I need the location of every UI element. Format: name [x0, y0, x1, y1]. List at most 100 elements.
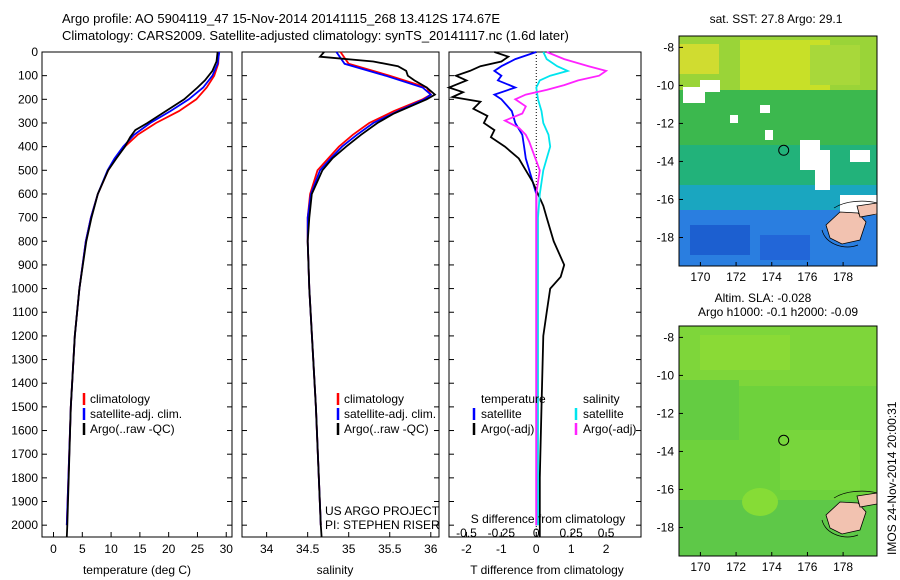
legend-item-sal-argo: Argo(-adj) — [583, 422, 636, 436]
x-tick-label: 0 — [533, 542, 540, 556]
map-x-tick-label: 172 — [726, 560, 746, 574]
salinity-frame — [241, 51, 440, 538]
top-tick-label: 0.25 — [560, 526, 584, 540]
legend-item-satellite: satellite-adj. clim. — [90, 407, 182, 421]
x-tick-label: 15 — [133, 542, 147, 556]
legend-item-sal-satellite: satellite — [583, 407, 624, 421]
y-tick-label: 100 — [18, 69, 38, 83]
difference-frame — [448, 51, 642, 538]
sla-map-title-2: Argo h1000: -0.1 h2000: -0.09 — [698, 305, 858, 319]
y-tick-label: 900 — [18, 258, 38, 272]
series-line-salinity-satellite — [535, 51, 571, 526]
map-y-tick-label: -18 — [657, 520, 675, 534]
y-tick-label: 1600 — [11, 424, 38, 438]
x-tick-label: 1 — [568, 542, 575, 556]
profile-location-marker — [778, 434, 790, 446]
x-tick-label: 25 — [191, 542, 205, 556]
legend-item-temp-argo: Argo(-adj) — [481, 422, 534, 436]
temperature-frame — [41, 51, 233, 538]
series-line-argo-raw-qc- — [65, 51, 219, 538]
difference-xlabel: T difference from climatology — [470, 563, 624, 577]
map-x-tick-label: 178 — [833, 560, 853, 574]
difference-panel: -2 -1 0 1 2 -0.5 -0.25 0 0.25 0.5 — [446, 51, 642, 556]
y-tick-label: 500 — [18, 163, 38, 177]
x-tick-label: 5 — [79, 542, 86, 556]
series-line-climatology — [306, 51, 433, 526]
y-tick-label: 1000 — [11, 282, 38, 296]
top-tick-label: 0.5 — [598, 526, 615, 540]
legend-item-argo: Argo(..raw -QC) — [344, 422, 429, 436]
x-tick-label: 34 — [260, 542, 274, 556]
x-tick-label: 36 — [424, 542, 438, 556]
legend-item-temp-satellite: satellite — [481, 407, 522, 421]
figure-title-line2: Climatology: CARS2009. Satellite-adjuste… — [62, 28, 569, 43]
x-tick-label: -1 — [496, 542, 507, 556]
legend-head-salinity: salinity — [583, 392, 620, 406]
map-y-tick-label: -18 — [657, 230, 675, 244]
map-y-tick-label: -8 — [663, 330, 674, 344]
map-y-tick-label: -16 — [657, 482, 675, 496]
salinity-panel: 34 34.5 35 35.5 36 — [241, 51, 440, 556]
series-line-temperature-satellite — [492, 51, 538, 526]
profile-location-marker — [778, 144, 790, 156]
imos-credit: IMOS 24-Nov-2014 20:00:31 — [885, 401, 899, 555]
series-line-argo-raw-qc- — [306, 51, 437, 538]
temperature-xlabel: temperature (deg C) — [83, 563, 191, 577]
sla-map-axes: 170 172 174 176 178 -8 -10 -12 -14 -16 -18 — [657, 325, 878, 574]
project-label: US ARGO PROJECT — [325, 504, 440, 518]
temperature-legend: climatology satellite-adj. clim. Argo(..… — [82, 392, 182, 436]
series-line-salinity-argo-adj- — [502, 51, 609, 526]
difference-legend: temperature salinity satellite Argo(-adj… — [472, 392, 636, 436]
map-x-tick-label: 176 — [797, 270, 817, 284]
map-x-tick-label: 174 — [762, 560, 782, 574]
sla-map-title-1: Altim. SLA: -0.028 — [715, 291, 812, 305]
map-y-tick-label: -10 — [657, 368, 675, 382]
top-tick-label: 0 — [533, 526, 540, 540]
x-tick-label: 10 — [104, 542, 118, 556]
y-tick-label: 1200 — [11, 329, 38, 343]
y-tick-label: 1700 — [11, 447, 38, 461]
legend-item-satellite: satellite-adj. clim. — [344, 407, 436, 421]
temperature-panel: 0 5 10 15 20 25 300100200300400500600700800900… — [11, 45, 233, 556]
legend-item-climatology: climatology — [90, 392, 150, 406]
y-tick-label: 400 — [18, 140, 38, 154]
y-tick-label: 1100 — [12, 305, 38, 319]
map-x-tick-label: 170 — [690, 560, 710, 574]
y-tick-label: 2000 — [11, 518, 38, 532]
y-tick-label: 0 — [31, 45, 38, 59]
y-tick-label: 1900 — [11, 495, 38, 509]
map-y-tick-label: -12 — [657, 406, 675, 420]
map-y-tick-label: -10 — [657, 78, 675, 92]
x-tick-label: 30 — [220, 542, 234, 556]
map-y-tick-label: -12 — [657, 116, 675, 130]
top-tick-label: -0.5 — [456, 526, 477, 540]
x-tick-label: 35.5 — [378, 542, 402, 556]
map-x-tick-label: 176 — [797, 560, 817, 574]
x-tick-label: 20 — [162, 542, 176, 556]
figure-title-line1: Argo profile: AO 5904119_47 15-Nov-2014 … — [62, 11, 501, 26]
map-y-tick-label: -14 — [657, 444, 675, 458]
series-line-satellite-adj-clim- — [65, 51, 221, 526]
map-y-tick-label: -16 — [657, 192, 675, 206]
y-tick-label: 1400 — [11, 376, 38, 390]
y-tick-label: 300 — [18, 116, 38, 130]
sst-map-axes: 170 172 174 176 178 -8 -10 -12 -14 -16 -18 — [657, 35, 878, 284]
sst-map-frame — [678, 35, 878, 267]
sst-map-image — [679, 36, 877, 266]
series-line-temperature-argo-adj- — [446, 51, 566, 537]
y-tick-label: 600 — [18, 187, 38, 201]
x-tick-label: 34.5 — [296, 542, 320, 556]
y-tick-label: 700 — [18, 211, 38, 225]
sla-map-frame — [678, 325, 878, 557]
legend-item-climatology: climatology — [344, 392, 404, 406]
y-tick-label: 1300 — [11, 353, 38, 367]
map-y-tick-label: -14 — [657, 154, 675, 168]
x-tick-label: 2 — [603, 542, 610, 556]
y-tick-label: 1500 — [11, 400, 38, 414]
y-tick-label: 200 — [18, 92, 38, 106]
salinity-legend: climatology satellite-adj. clim. Argo(..… — [336, 392, 436, 436]
top-tick-label: -0.25 — [488, 526, 516, 540]
x-tick-label: 0 — [50, 542, 57, 556]
map-y-tick-label: -8 — [663, 40, 674, 54]
